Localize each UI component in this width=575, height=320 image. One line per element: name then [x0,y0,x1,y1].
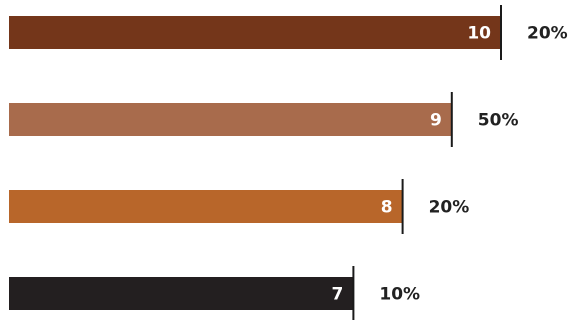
bar-value-label-10: 10 [467,24,491,44]
bar-9 [9,103,452,136]
bar-percent-label-7: 10% [379,285,420,305]
bar-7 [9,277,354,310]
bar-value-label-8: 8 [381,198,393,218]
bar-percent-label-9: 50% [478,111,519,131]
bar-value-label-9: 9 [430,111,442,131]
bar-percent-label-8: 20% [429,198,470,218]
bar-value-label-7: 7 [332,285,344,305]
bar-10 [9,16,501,49]
bar-8 [9,190,403,223]
bar-percent-label-10: 20% [527,24,568,44]
